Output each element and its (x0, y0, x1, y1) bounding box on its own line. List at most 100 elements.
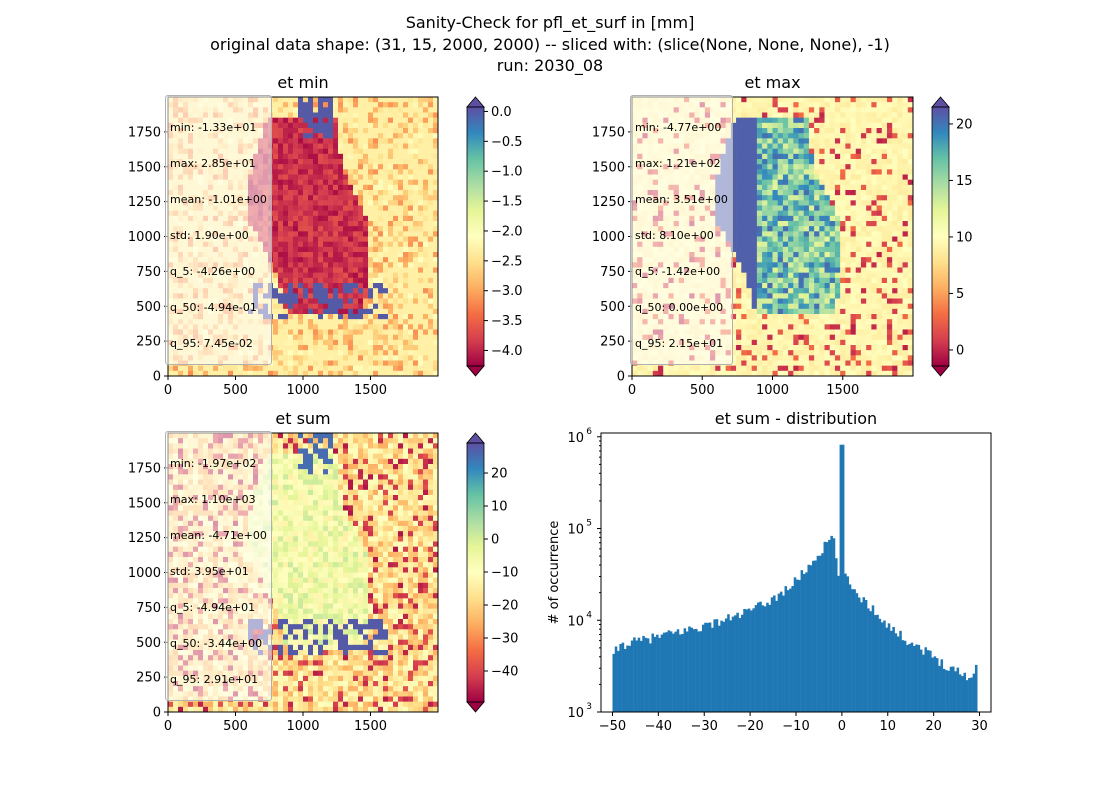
heatmap-cell (413, 133, 419, 139)
heatmap-cell (814, 138, 820, 144)
heatmap-cell (343, 226, 349, 232)
heatmap-cell (408, 179, 414, 186)
heatmap-cell (313, 345, 319, 351)
heatmap-cell (418, 153, 424, 160)
heatmap-cell (283, 221, 289, 227)
heatmap-cell (423, 324, 429, 330)
heatmap-cell (398, 200, 404, 206)
heatmap-cell (343, 112, 349, 118)
heatmap-cell (824, 107, 831, 113)
heatmap-cell (378, 184, 384, 191)
heatmap-cell (178, 365, 184, 372)
heatmap-cell (418, 210, 424, 217)
heatmap-cell (876, 122, 883, 129)
heatmap-cell (398, 174, 404, 180)
heatmap-cell (408, 334, 414, 341)
heatmap-cell (363, 153, 369, 160)
heatmap-cell (782, 169, 789, 175)
heatmap-cell (348, 205, 354, 211)
heatmap-cell (819, 200, 825, 206)
heatmap-cell (358, 138, 364, 144)
heatmap-cell (767, 252, 773, 258)
heatmap-cell (767, 293, 773, 299)
heatmap-cell (845, 195, 851, 201)
heatmap-cell (328, 272, 334, 279)
heatmap-cell (403, 117, 409, 124)
heatmap-cell (273, 210, 279, 217)
heatmap-cell (283, 143, 289, 149)
heatmap-cell (408, 355, 414, 361)
heatmap-cell (268, 365, 274, 372)
heatmap-cell (772, 195, 778, 201)
heatmap-cell (767, 138, 773, 144)
heatmap-cell (788, 174, 794, 180)
heatmap-cell (348, 298, 354, 304)
heatmap-cell (871, 133, 877, 139)
heatmap-cell (850, 164, 857, 170)
heatmap-cell (378, 205, 384, 211)
heatmap-cell (403, 112, 409, 118)
heatmap-cell (803, 184, 810, 191)
heatmap-cell (907, 112, 913, 118)
heatmap-cell (283, 345, 289, 351)
heatmap-cell (866, 246, 872, 253)
heatmap-cell (782, 200, 789, 206)
heatmap-cell (736, 210, 742, 217)
heatmap-cell (829, 122, 836, 129)
heatmap-cell (782, 164, 789, 170)
heatmap-cell (819, 272, 825, 279)
heatmap-cell (866, 179, 872, 186)
heatmap-cell (736, 138, 742, 144)
heatmap-cell (819, 267, 825, 273)
heatmap-cell (767, 236, 773, 242)
heatmap-cell (293, 231, 299, 237)
heatmap-cell (814, 210, 820, 217)
heatmap-cell (798, 241, 805, 248)
heatmap-cell (293, 246, 299, 253)
heatmap-cell (866, 241, 872, 248)
heatmap-cell (393, 128, 399, 134)
heatmap-cell (343, 303, 349, 310)
heatmap-cell (433, 267, 438, 273)
heatmap-cell (741, 221, 747, 227)
heatmap-cell (273, 174, 279, 180)
heatmap-cell (834, 102, 841, 108)
heatmap-cell (814, 169, 820, 175)
heatmap-cell (845, 205, 851, 211)
heatmap-cell (388, 102, 394, 108)
heatmap-cell (788, 148, 794, 155)
heatmap-cell (829, 143, 836, 149)
heatmap-cell (288, 231, 294, 237)
heatmap-cell (313, 252, 319, 258)
heatmap-cell (288, 143, 294, 149)
heatmap-cell (803, 236, 810, 242)
heatmap-cell (283, 350, 289, 356)
heatmap-cell (892, 107, 898, 113)
heatmap-cell (871, 143, 877, 149)
heatmap-cell (423, 195, 429, 201)
heatmap-cell (313, 339, 319, 346)
heatmap-cell (328, 138, 334, 144)
heatmap-cell (338, 339, 344, 346)
heatmap-cell (730, 205, 737, 211)
heatmap-cell (897, 159, 903, 165)
heatmap-cell (293, 169, 299, 175)
heatmap-cell (303, 241, 309, 248)
heatmap-cell (403, 195, 409, 201)
heatmap-cell (829, 184, 836, 191)
heatmap-cell (298, 267, 304, 273)
heatmap-cell (333, 319, 339, 325)
heatmap-cell (777, 190, 784, 196)
heatmap-cell (829, 148, 836, 155)
heatmap-cell (418, 298, 424, 304)
heatmap-cell (803, 241, 810, 248)
heatmap-cell (788, 195, 794, 201)
heatmap-cell (388, 159, 394, 165)
heatmap-cell (288, 339, 294, 346)
heatmap-cell (408, 360, 414, 366)
heatmap-cell (433, 221, 438, 227)
heatmap-cell (907, 195, 913, 201)
heatmap-cell (772, 215, 778, 222)
heatmap-cell (373, 122, 379, 129)
heatmap-cell (423, 241, 429, 248)
